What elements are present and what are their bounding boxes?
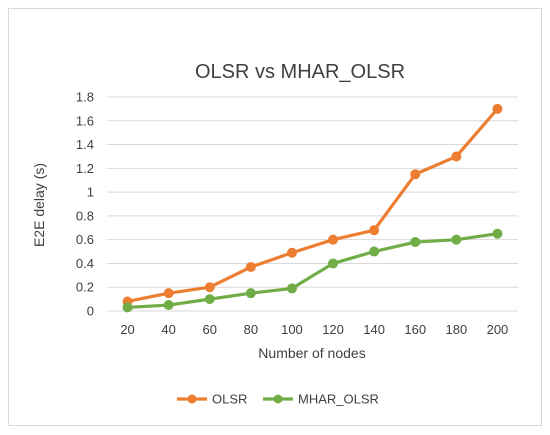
y-tick-labels: 0 0.2 0.4 0.6 0.8 1 1.2 1.4 1.6 1.8 [76, 90, 94, 319]
series-line [125, 107, 500, 304]
data-point [492, 103, 503, 114]
data-point [163, 288, 174, 299]
x-tick-label: 80 [244, 322, 258, 337]
x-axis-label: Number of nodes [258, 345, 365, 361]
data-point [286, 247, 297, 258]
y-tick-label: 0 [87, 304, 94, 319]
y-axis-label: E2E delay (s) [31, 163, 47, 247]
data-point [245, 288, 256, 299]
series-line [125, 232, 500, 310]
data-point [204, 294, 215, 305]
data-point [328, 234, 339, 245]
series-olsr [122, 103, 503, 307]
data-point [410, 237, 421, 248]
data-point [410, 169, 421, 180]
gridlines [107, 96, 518, 312]
x-tick-labels: 20 40 60 80 100 120 140 160 180 200 [120, 322, 508, 337]
y-tick-label: 0.2 [76, 280, 94, 295]
y-tick-label: 1.8 [76, 90, 94, 105]
chart-area [8, 8, 542, 426]
x-tick-label: 40 [161, 322, 175, 337]
data-point [163, 300, 174, 311]
data-point [451, 234, 462, 245]
x-tick-label: 200 [487, 322, 509, 337]
legend-marker-icon [273, 394, 283, 404]
x-tick-label: 160 [404, 322, 426, 337]
data-point [369, 225, 380, 236]
series-group [122, 103, 503, 313]
legend-item: MHAR_OLSR [263, 392, 379, 407]
x-tick-label: 20 [120, 322, 134, 337]
y-tick-label: 0.4 [76, 256, 94, 271]
y-tick-label: 1.4 [76, 137, 94, 152]
y-tick-label: 1 [87, 185, 94, 200]
data-point [245, 262, 256, 273]
data-point [492, 228, 503, 239]
x-tick-label: 120 [322, 322, 344, 337]
data-point [369, 246, 380, 257]
legend-marker-icon [187, 394, 197, 404]
legend-label: MHAR_OLSR [298, 392, 379, 407]
legend-label: OLSR [212, 392, 247, 407]
y-tick-label: 0.6 [76, 232, 94, 247]
legend: OLSR MHAR_OLSR [177, 392, 379, 407]
x-tick-label: 140 [363, 322, 385, 337]
x-tick-label: 60 [203, 322, 217, 337]
data-point [451, 151, 462, 162]
series-mhar-olsr [122, 228, 503, 313]
legend-item: OLSR [177, 392, 247, 407]
data-point [286, 283, 297, 294]
x-tick-label: 180 [445, 322, 467, 337]
chart-title: OLSR vs MHAR_OLSR [195, 61, 405, 83]
y-tick-label: 1.6 [76, 113, 94, 128]
data-point [122, 302, 133, 313]
y-tick-label: 0.8 [76, 208, 94, 223]
data-point [204, 282, 215, 293]
data-point [328, 258, 339, 269]
y-tick-label: 1.2 [76, 161, 94, 176]
x-tick-label: 100 [281, 322, 303, 337]
